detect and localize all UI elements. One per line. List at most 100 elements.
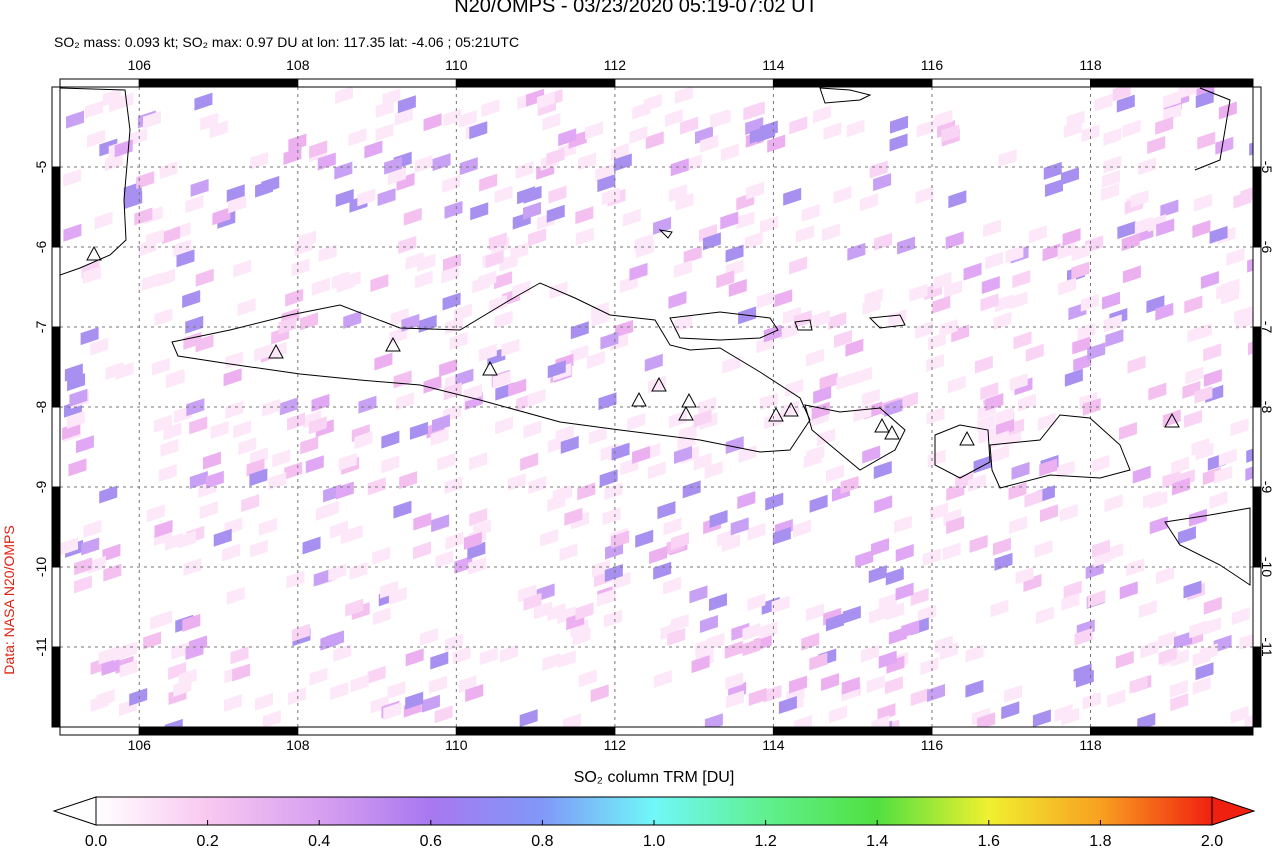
so2-pixel [250, 151, 269, 170]
so2-pixel [855, 550, 874, 569]
so2-pixel [1105, 329, 1124, 348]
so2-pixel [1188, 508, 1207, 527]
so2-pixel [910, 688, 929, 707]
so2-pixel [615, 319, 634, 338]
colorbar-tick-label: 0.6 [420, 833, 442, 850]
so2-pixel [84, 100, 103, 119]
so2-pixel [728, 279, 747, 298]
so2-pixel [454, 555, 473, 574]
y-tick-label-right: -10 [1259, 557, 1272, 577]
so2-pixel [230, 646, 249, 665]
so2-pixel [570, 344, 589, 363]
y-tick-label-left: -7 [33, 321, 49, 334]
so2-pixel [801, 632, 820, 651]
so2-pixel [1160, 199, 1179, 218]
so2-pixel [335, 481, 354, 500]
so2-pixel [653, 561, 672, 580]
so2-pixel [577, 482, 596, 501]
so2-pixel [377, 188, 396, 207]
colorbar-tick-label: 1.0 [643, 833, 665, 850]
so2-pixel [765, 492, 784, 511]
so2-pixel [689, 585, 708, 604]
so2-pixel [1103, 155, 1122, 174]
so2-pixel [1087, 589, 1106, 608]
so2-pixel [431, 414, 450, 433]
so2-pixel [700, 134, 719, 153]
so2-pixel [597, 588, 616, 607]
so2-pixel [527, 388, 546, 407]
so2-pixel [444, 200, 463, 219]
so2-pixel [821, 673, 840, 692]
so2-pixel [128, 128, 147, 147]
so2-pixel [354, 431, 373, 450]
volcano [678, 405, 694, 421]
so2-pixel [331, 271, 350, 290]
so2-pixel [859, 193, 878, 212]
so2-pixel [635, 529, 654, 548]
so2-pixel [153, 414, 172, 433]
so2-pixel [158, 464, 177, 483]
y-tick-label-left: -5 [33, 161, 49, 174]
so2-pixel [268, 472, 287, 491]
so2-pixel [334, 161, 353, 180]
so2-pixel [730, 517, 749, 536]
border-band [51, 646, 61, 728]
so2-pixel [1063, 120, 1082, 139]
so2-pixel [212, 207, 231, 226]
so2-pixel [73, 575, 92, 594]
so2-pixel [873, 460, 892, 479]
so2-pixel [1247, 341, 1253, 356]
y-tick-label-right: -7 [1259, 321, 1272, 334]
so2-pixel [673, 445, 692, 464]
so2-pixel [375, 100, 394, 119]
so2-pixel [866, 675, 885, 694]
so2-pixel [809, 494, 828, 513]
so2-pixel [210, 421, 229, 440]
so2-pixel [806, 348, 825, 367]
so2-pixel [927, 332, 946, 351]
so2-pixel [202, 451, 221, 470]
so2-pixel [1155, 566, 1174, 585]
so2-pixel [288, 133, 307, 152]
so2-pixel [1183, 580, 1202, 599]
so2-pixel [318, 244, 337, 263]
so2-pixel [1064, 368, 1083, 387]
so2-pixel [1003, 684, 1022, 703]
so2-pixel [455, 368, 474, 387]
so2-pixel [629, 262, 648, 281]
so2-pixel [272, 449, 291, 468]
so2-pixel [668, 410, 687, 429]
volcano [884, 424, 900, 440]
so2-pixel [523, 185, 542, 204]
so2-pixel [81, 537, 100, 556]
volcano [482, 360, 498, 376]
so2-pixel [605, 541, 624, 560]
so2-pixel [494, 310, 513, 329]
so2-pixel [90, 694, 109, 713]
so2-pixel [823, 122, 842, 141]
so2-pixel [254, 343, 273, 362]
so2-pixel [488, 294, 507, 313]
so2-pixel [1148, 382, 1167, 401]
so2-pixel [885, 567, 904, 586]
credit: Data: NASA N20/OMPS [1, 525, 17, 674]
border-band [59, 78, 140, 88]
so2-pixel [60, 537, 79, 556]
border-band [51, 486, 61, 568]
axis-ticks: 106 106 108 108 110 110 112 112 114 114 116 116 118 1… [33, 57, 1272, 753]
so2-pixel [767, 134, 786, 153]
so2-pixel [1091, 454, 1110, 473]
so2-pixel [763, 684, 782, 703]
border-band [51, 246, 61, 328]
so2-pixel [809, 652, 828, 671]
volcano [768, 406, 784, 422]
so2-pixel [182, 613, 201, 632]
so2-pixel [1005, 245, 1024, 264]
so2-pixel [716, 270, 735, 289]
so2-pixel [575, 227, 594, 246]
so2-pixel [479, 647, 498, 666]
so2-pixel [934, 109, 953, 128]
so2-pixel [611, 442, 630, 461]
so2-pixel [663, 576, 682, 595]
so2-pixel [1138, 157, 1157, 176]
